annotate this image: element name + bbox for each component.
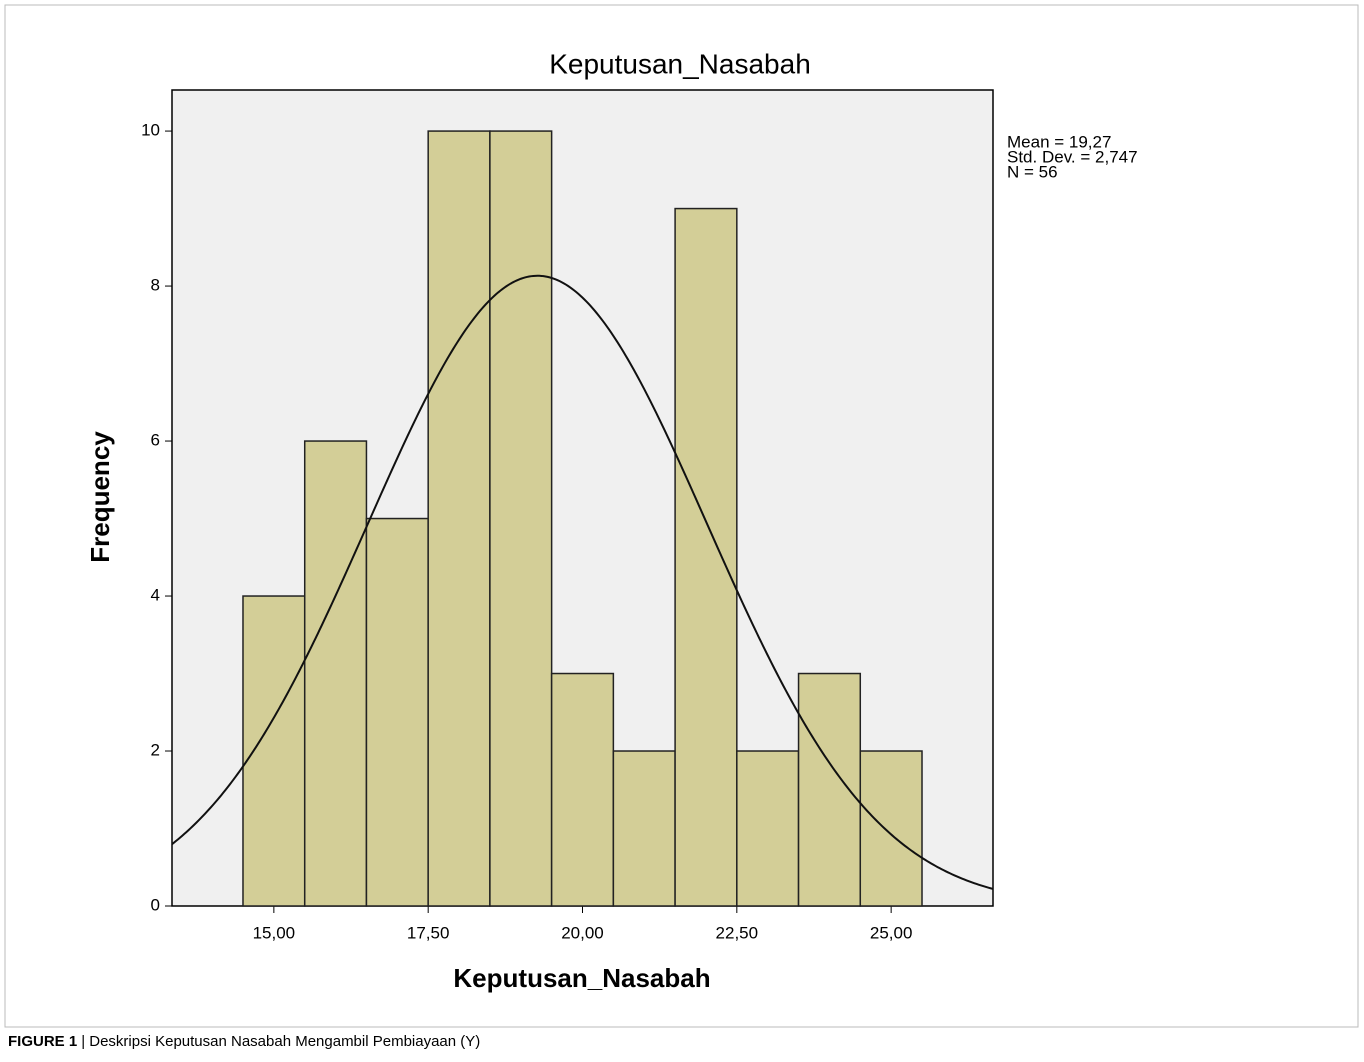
bar [550,672,615,907]
figure-frame [4,4,1359,1028]
x-tick-label: 20,00 [561,923,604,942]
caption-label: FIGURE 1 [8,1033,77,1050]
bar [303,440,368,907]
normal-curve [171,274,994,890]
stats-label: N = 56 [1007,162,1058,181]
y-tick-label: 10 [141,121,160,140]
y-tick-label: 0 [151,895,160,914]
bar [489,130,553,907]
stats-label: Mean = 19,27 [1007,132,1111,151]
x-tick-label: 15,00 [253,923,296,942]
bar [674,207,738,907]
x-tick-label: 25,00 [870,923,913,942]
y-tick-label: 4 [151,586,160,605]
y-tick-label: 2 [151,740,160,759]
caption: FIGURE 1 | Deskripsi Keputusan Nasabah Me… [8,1033,480,1050]
y-tick-label: 6 [151,431,160,450]
bar [736,750,800,907]
y-axis-label: Frequency [85,431,115,563]
x-axis-label: Keputusan_Nasabah [453,963,710,993]
caption-text: | Deskripsi Keputusan Nasabah Mengambil … [81,1033,480,1050]
bar [859,750,923,907]
chart-title: Keputusan_Nasabah [549,48,811,79]
bar [797,672,862,907]
x-tick-label: 22,50 [716,923,759,942]
stats-label: Std. Dev. = 2,747 [1007,147,1138,166]
bar [612,750,676,907]
bar [365,517,429,907]
y-tick-label: 8 [151,276,160,295]
bar [427,130,491,907]
x-tick-label: 17,50 [407,923,450,942]
